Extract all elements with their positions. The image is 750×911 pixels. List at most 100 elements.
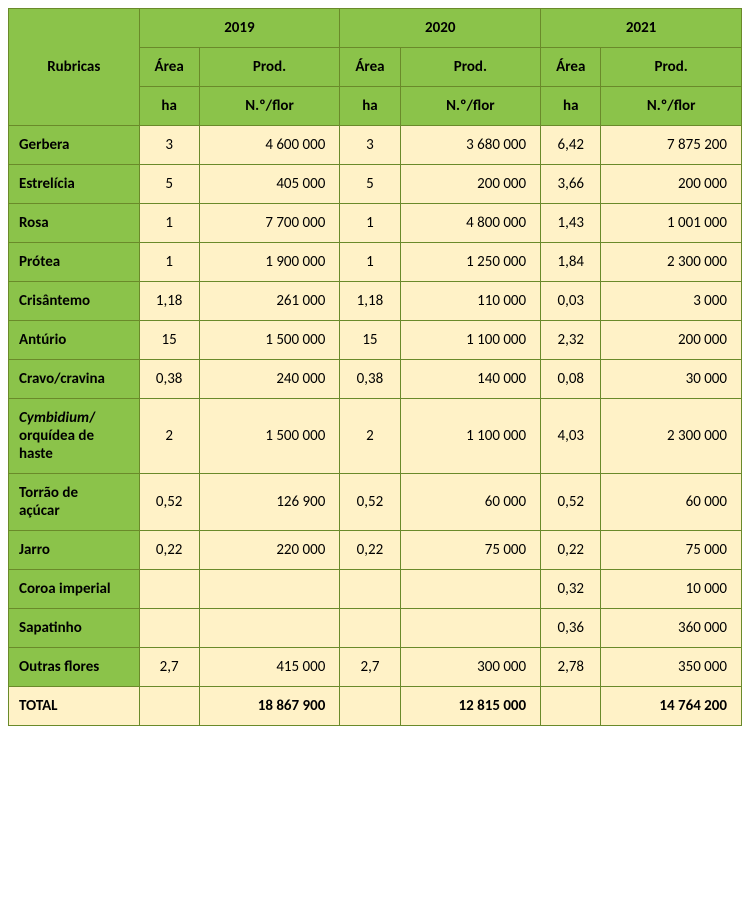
cell-area [340,609,400,648]
table-row: Cravo/cravina0,38240 0000,38140 0000,083… [9,360,742,399]
cell-prod: 75 000 [601,531,742,570]
cell-prod: 240 000 [199,360,340,399]
table-row: Estrelícia5405 0005200 0003,66200 000 [9,165,742,204]
cell-prod: 200 000 [601,321,742,360]
header-unit-prod: N.º/flor [601,87,742,126]
cell-area: 0,36 [541,609,601,648]
table-row: Gerbera34 600 00033 680 0006,427 875 200 [9,126,742,165]
total-row: TOTAL 18 867 900 12 815 000 14 764 200 [9,687,742,726]
cell-prod: 300 000 [400,648,541,687]
cell-area: 15 [139,321,199,360]
cell-prod: 1 001 000 [601,204,742,243]
row-label: Antúrio [9,321,140,360]
table-row: Crisântemo1,18261 0001,18110 0000,033 00… [9,282,742,321]
table-row: Torrão deaçúcar0,52126 9000,5260 0000,52… [9,474,742,531]
cell-prod: 2 300 000 [601,399,742,474]
header-year-2019: 2019 [139,9,340,48]
row-label: Crisântemo [9,282,140,321]
total-label: TOTAL [9,687,140,726]
cell-prod: 220 000 [199,531,340,570]
cell-area: 3 [139,126,199,165]
cell-area: 2 [139,399,199,474]
row-label: Prótea [9,243,140,282]
cell-area: 2,7 [139,648,199,687]
cell-area: 0,52 [139,474,199,531]
cell-area: 0,52 [340,474,400,531]
cell-prod: 7 875 200 [601,126,742,165]
row-label: Cravo/cravina [9,360,140,399]
cell-area: 15 [340,321,400,360]
cell-area: 1 [340,243,400,282]
cell-area: 1 [340,204,400,243]
table-row: Cymbidium/orquídea de haste21 500 00021 … [9,399,742,474]
cell-area [340,570,400,609]
cell-prod [199,570,340,609]
cell-prod: 30 000 [601,360,742,399]
cell-prod: 7 700 000 [199,204,340,243]
cell-prod: 1 100 000 [400,399,541,474]
header-area: Área [139,48,199,87]
cell-prod: 4 600 000 [199,126,340,165]
header-area: Área [541,48,601,87]
cell-area: 0,52 [541,474,601,531]
cell-area [139,609,199,648]
table-body: Gerbera34 600 00033 680 0006,427 875 200… [9,126,742,726]
cell-prod: 415 000 [199,648,340,687]
cell-area: 1,84 [541,243,601,282]
table-row: Antúrio151 500 000151 100 0002,32200 000 [9,321,742,360]
total-area [541,687,601,726]
header-unit-ha: ha [541,87,601,126]
row-label: Rosa [9,204,140,243]
row-label: Jarro [9,531,140,570]
table-header: Rubricas 2019 2020 2021 Área Prod. Área … [9,9,742,126]
cell-prod: 200 000 [601,165,742,204]
table-row: Outras flores2,7415 0002,7300 0002,78350… [9,648,742,687]
header-unit-prod: N.º/flor [400,87,541,126]
cell-prod: 360 000 [601,609,742,648]
header-prod: Prod. [199,48,340,87]
cell-prod: 200 000 [400,165,541,204]
cell-prod: 3 680 000 [400,126,541,165]
table-row: Sapatinho 0,36360 000 [9,609,742,648]
row-label: Estrelícia [9,165,140,204]
row-label: Torrão deaçúcar [9,474,140,531]
cell-prod: 75 000 [400,531,541,570]
cell-prod: 1 500 000 [199,399,340,474]
cell-prod: 2 300 000 [601,243,742,282]
header-year-2020: 2020 [340,9,541,48]
row-label: Cymbidium/orquídea de haste [9,399,140,474]
cell-prod: 1 900 000 [199,243,340,282]
cell-prod: 60 000 [400,474,541,531]
cell-area: 4,03 [541,399,601,474]
header-unit-prod: N.º/flor [199,87,340,126]
cell-area: 0,38 [139,360,199,399]
header-prod: Prod. [400,48,541,87]
cell-prod: 110 000 [400,282,541,321]
cell-prod: 1 500 000 [199,321,340,360]
total-prod: 18 867 900 [199,687,340,726]
cell-area: 5 [139,165,199,204]
cell-prod [400,570,541,609]
cell-prod: 405 000 [199,165,340,204]
cell-area: 2,32 [541,321,601,360]
header-unit-ha: ha [340,87,400,126]
cell-area: 6,42 [541,126,601,165]
total-area [340,687,400,726]
total-prod: 12 815 000 [400,687,541,726]
cell-area: 0,03 [541,282,601,321]
cell-area: 3 [340,126,400,165]
cell-prod: 1 100 000 [400,321,541,360]
cell-area: 1 [139,243,199,282]
header-prod: Prod. [601,48,742,87]
cell-area: 0,22 [541,531,601,570]
cell-area: 1 [139,204,199,243]
cell-area [139,570,199,609]
cell-prod: 1 250 000 [400,243,541,282]
row-label: Coroa imperial [9,570,140,609]
cell-area: 0,32 [541,570,601,609]
row-label: Gerbera [9,126,140,165]
cell-area: 0,38 [340,360,400,399]
cell-area: 1,18 [139,282,199,321]
cell-prod: 10 000 [601,570,742,609]
total-area [139,687,199,726]
